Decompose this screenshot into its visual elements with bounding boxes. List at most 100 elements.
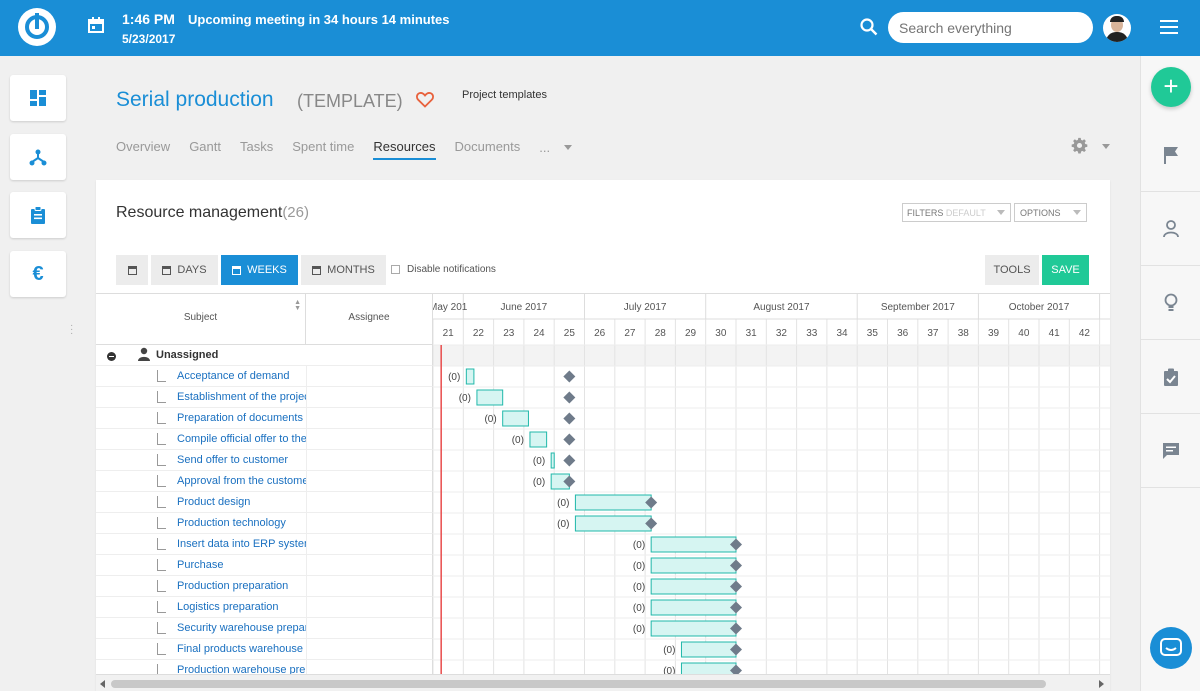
project-templates-link[interactable]: Project templates xyxy=(462,89,547,101)
hamburger-menu-icon[interactable] xyxy=(1160,20,1178,34)
task-link[interactable]: Acceptance of demand xyxy=(177,370,290,382)
task-link[interactable]: Send offer to customer xyxy=(177,454,289,466)
assignee-cell[interactable] xyxy=(306,450,307,471)
table-row[interactable]: Purchase xyxy=(96,555,433,576)
assignee-cell[interactable] xyxy=(306,618,307,639)
task-link[interactable]: Production warehouse preparation xyxy=(177,664,306,676)
sidebar-clipboard-button[interactable] xyxy=(10,192,66,238)
task-link[interactable]: Purchase xyxy=(177,559,224,571)
filters-label: FILTERS xyxy=(907,208,944,218)
tab-overview[interactable]: Overview xyxy=(116,139,171,154)
gear-icon[interactable] xyxy=(1071,137,1088,154)
month-label: September 2017 xyxy=(881,302,955,313)
tab-more[interactable]: ... xyxy=(539,139,573,160)
assignee-cell[interactable] xyxy=(306,408,307,429)
month-label: May 201 xyxy=(433,302,468,313)
task-link[interactable]: Product design xyxy=(177,496,251,508)
sidebar-resize-handle[interactable]: · · · xyxy=(70,320,74,339)
task-link[interactable]: Preparation of documents xyxy=(177,412,303,424)
page-title: Serial production xyxy=(116,88,274,111)
assignee-cell[interactable] xyxy=(306,555,307,576)
save-button[interactable]: SAVE xyxy=(1042,255,1089,285)
subject-column-header[interactable]: Subject ▲ ▼ xyxy=(96,294,306,345)
panel-count: (26) xyxy=(282,204,309,221)
assignee-cell[interactable] xyxy=(306,366,307,387)
disable-notifications-checkbox[interactable] xyxy=(391,265,400,274)
tab-resources[interactable]: Resources xyxy=(373,139,436,160)
table-row[interactable]: Acceptance of demand xyxy=(96,366,433,387)
rsb-user-button[interactable] xyxy=(1141,192,1200,266)
upcoming-meeting-link[interactable]: Upcoming meeting in 34 hours 14 minutes xyxy=(188,12,450,27)
tab-tasks[interactable]: Tasks xyxy=(239,139,274,154)
task-link[interactable]: Logistics preparation xyxy=(177,601,279,613)
filters-select[interactable]: FILTERS DEFAULT xyxy=(902,203,1011,222)
assignee-cell[interactable] xyxy=(306,492,307,513)
favorite-heart-icon[interactable] xyxy=(416,91,434,108)
sort-icon[interactable]: ▲ ▼ xyxy=(294,299,301,312)
tab-gantt[interactable]: Gantt xyxy=(189,139,221,154)
options-select[interactable]: OPTIONS xyxy=(1014,203,1087,222)
task-link[interactable]: Security warehouse preparation xyxy=(177,622,306,634)
table-row[interactable]: Final products warehouse xyxy=(96,639,433,660)
assignee-cell[interactable] xyxy=(306,534,307,555)
avatar[interactable] xyxy=(1103,14,1131,42)
current-date: 5/23/2017 xyxy=(122,32,176,46)
scrollbar-thumb[interactable] xyxy=(111,680,1046,688)
rsb-ideas-button[interactable] xyxy=(1141,266,1200,340)
rsb-flag-button[interactable] xyxy=(1141,118,1200,192)
collapse-icon[interactable] xyxy=(107,352,116,361)
task-link[interactable]: Production preparation xyxy=(177,580,289,592)
assignee-cell[interactable] xyxy=(306,639,307,660)
assignee-column-header[interactable]: Assignee xyxy=(306,294,433,345)
group-row-unassigned[interactable]: Unassigned xyxy=(96,345,433,366)
assignee-cell[interactable] xyxy=(306,429,307,450)
calendar-button[interactable] xyxy=(116,255,148,285)
table-row[interactable]: Send offer to customer xyxy=(96,450,433,471)
scroll-right-icon[interactable] xyxy=(1099,680,1104,688)
task-link[interactable]: Production technology xyxy=(177,517,286,529)
add-button[interactable]: + xyxy=(1151,67,1191,107)
subtask-arrow-icon xyxy=(157,391,166,403)
rsb-checklist-button[interactable] xyxy=(1141,340,1200,414)
search-icon[interactable] xyxy=(860,18,878,36)
task-link[interactable]: Establishment of the project xyxy=(177,391,306,403)
table-row[interactable]: Approval from the customer xyxy=(96,471,433,492)
weeks-button[interactable]: WEEKS xyxy=(221,255,298,285)
chevron-down-icon[interactable] xyxy=(1102,144,1110,149)
chat-button[interactable] xyxy=(1150,627,1192,669)
table-row[interactable]: Establishment of the project xyxy=(96,387,433,408)
sidebar-budget-button[interactable]: € xyxy=(10,251,66,297)
app-logo[interactable] xyxy=(18,8,56,46)
task-link[interactable]: Final products warehouse xyxy=(177,643,303,655)
calendar-icon[interactable] xyxy=(88,17,104,33)
table-row[interactable]: Insert data into ERP system xyxy=(96,534,433,555)
months-button[interactable]: MONTHS xyxy=(301,255,386,285)
table-row[interactable]: Compile official offer to the customer xyxy=(96,429,433,450)
task-link[interactable]: Approval from the customer xyxy=(177,475,306,487)
task-link[interactable]: Compile official offer to the customer xyxy=(177,433,306,445)
tab-spent-time[interactable]: Spent time xyxy=(292,139,355,154)
assignee-cell[interactable] xyxy=(306,513,307,534)
rsb-comments-button[interactable] xyxy=(1141,414,1200,488)
table-row[interactable]: Logistics preparation xyxy=(96,597,433,618)
assignee-cell[interactable] xyxy=(306,576,307,597)
task-link[interactable]: Insert data into ERP system xyxy=(177,538,306,550)
days-button[interactable]: DAYS xyxy=(151,255,218,285)
assignee-cell[interactable] xyxy=(306,597,307,618)
milestone-diamond xyxy=(730,664,742,674)
sidebar-dashboard-button[interactable] xyxy=(10,75,66,121)
assignee-cell[interactable] xyxy=(306,387,307,408)
horizontal-scrollbar[interactable] xyxy=(96,674,1110,691)
table-row[interactable]: Production preparation xyxy=(96,576,433,597)
search-input[interactable] xyxy=(888,12,1093,43)
table-row[interactable]: Product design xyxy=(96,492,433,513)
table-row[interactable]: Security warehouse preparation xyxy=(96,618,433,639)
sidebar-hierarchy-button[interactable] xyxy=(10,134,66,180)
table-row[interactable]: Preparation of documents xyxy=(96,408,433,429)
scroll-left-icon[interactable] xyxy=(100,680,105,688)
assignee-cell[interactable] xyxy=(306,471,307,492)
table-row[interactable]: Production technology xyxy=(96,513,433,534)
tab-documents[interactable]: Documents xyxy=(454,139,521,154)
assignee-cell[interactable] xyxy=(306,660,307,681)
tools-button[interactable]: TOOLS xyxy=(985,255,1039,285)
